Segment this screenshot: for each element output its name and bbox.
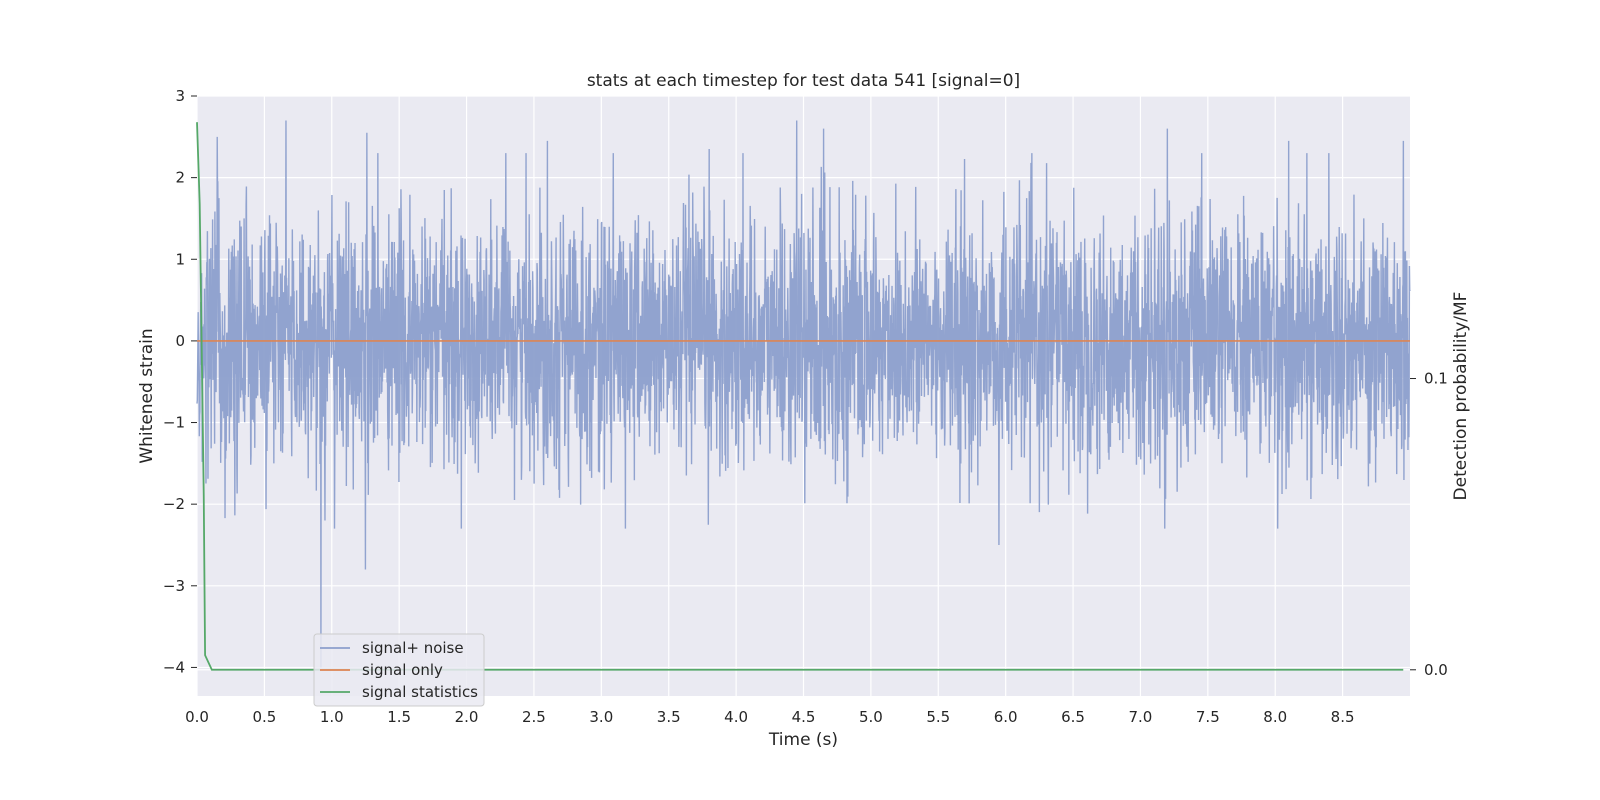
y-tick-label: −2 bbox=[163, 495, 185, 513]
legend: signal+ noise signal only signal statistic… bbox=[313, 633, 485, 707]
y-axis: −4 −3 −2 −1 0 1 2 3 bbox=[163, 87, 197, 676]
x-axis-label: Time (s) bbox=[768, 730, 838, 750]
y-tick-label: −4 bbox=[163, 658, 185, 676]
y-tick-label: 3 bbox=[175, 87, 185, 105]
y2-axis-label: Detection probability/MF bbox=[1451, 292, 1471, 501]
x-tick-label: 1.5 bbox=[387, 708, 411, 726]
legend-entry: signal+ noise bbox=[362, 639, 464, 657]
x-axis: 0.0 0.5 1.0 1.5 2.0 2.5 3.0 3.5 4.0 4.5 5.0 5.5 6.0 6… bbox=[185, 708, 1354, 726]
x-tick-label: 3.5 bbox=[657, 708, 681, 726]
y2-axis: 0.0 0.1 bbox=[1410, 370, 1448, 679]
x-tick-label: 0.0 bbox=[185, 708, 209, 726]
y-tick-label: 1 bbox=[175, 250, 185, 268]
x-tick-label: 4.0 bbox=[724, 708, 748, 726]
x-tick-label: 7.5 bbox=[1196, 708, 1220, 726]
legend-entry: signal only bbox=[362, 661, 443, 679]
x-tick-label: 7.0 bbox=[1129, 708, 1153, 726]
x-tick-label: 5.5 bbox=[926, 708, 950, 726]
x-tick-label: 8.0 bbox=[1263, 708, 1287, 726]
y-tick-label: 0 bbox=[175, 332, 185, 350]
x-tick-label: 8.5 bbox=[1331, 708, 1355, 726]
y2-tick-label: 0.0 bbox=[1424, 661, 1448, 679]
x-tick-label: 0.5 bbox=[252, 708, 276, 726]
x-tick-label: 2.5 bbox=[522, 708, 546, 726]
y-axis-label: Whitened strain bbox=[137, 328, 157, 463]
legend-entry: signal statistics bbox=[362, 683, 478, 701]
y2-tick-label: 0.1 bbox=[1424, 370, 1448, 388]
series-signal-noise-line bbox=[196, 120, 1411, 668]
y-tick-label: −3 bbox=[163, 577, 185, 595]
x-tick-label: 4.5 bbox=[792, 708, 816, 726]
x-tick-label: 6.0 bbox=[994, 708, 1018, 726]
chart-title: stats at each timestep for test data 541… bbox=[587, 71, 1020, 91]
x-tick-label: 3.0 bbox=[589, 708, 613, 726]
x-tick-label: 5.0 bbox=[859, 708, 883, 726]
x-tick-label: 2.0 bbox=[455, 708, 479, 726]
x-tick-label: 1.0 bbox=[320, 708, 344, 726]
y-tick-label: −1 bbox=[163, 414, 185, 432]
legend-box bbox=[313, 633, 485, 707]
x-tick-label: 6.5 bbox=[1061, 708, 1085, 726]
y-tick-label: 2 bbox=[175, 169, 185, 187]
